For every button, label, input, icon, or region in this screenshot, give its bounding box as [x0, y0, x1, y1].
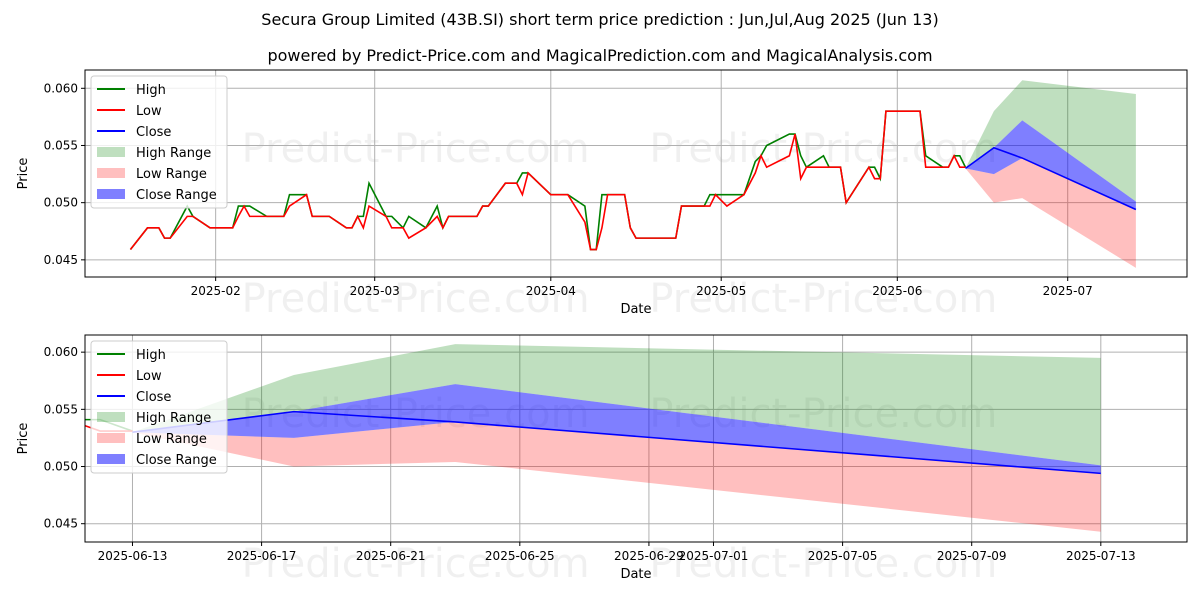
legend-label: Low Range — [136, 432, 207, 447]
legend-label: Close Range — [136, 188, 217, 203]
legend-swatch-close-range — [97, 189, 125, 199]
y-tick-label: 0.045 — [44, 517, 78, 531]
legend-swatch-high-range — [97, 147, 125, 157]
plot-frame — [84, 334, 1188, 543]
x-tick-label: 2025-07 — [1043, 284, 1093, 298]
y-tick-label: 0.060 — [44, 345, 78, 359]
legend-label: Low — [136, 104, 162, 119]
x-axis-label: Date — [620, 302, 651, 317]
x-tick-label: 2025-02 — [191, 284, 241, 298]
legend-label: High — [136, 83, 166, 98]
x-tick-label: 2025-06-17 — [227, 549, 297, 563]
panel-overview: Predict-Price.com Predict-Price.com Predic… — [16, 69, 1188, 322]
legend-label: High Range — [136, 411, 211, 426]
legend-swatch-close-range — [97, 454, 125, 464]
x-tick-label: 2025-06-25 — [485, 549, 555, 563]
chart-subtitle: powered by Predict-Price.com and Magical… — [267, 46, 933, 65]
y-axis-label: Price — [16, 423, 31, 455]
legend-label: Close Range — [136, 453, 217, 468]
high-range-area — [965, 80, 1136, 202]
watermark: Predict-Price.com — [649, 541, 997, 587]
plot-area — [129, 80, 1137, 268]
legend-label: High — [136, 348, 166, 363]
y-tick-label: 0.060 — [44, 81, 78, 95]
legend-label: High Range — [136, 146, 211, 161]
x-axis-label: Date — [620, 567, 651, 582]
chart-title: Secura Group Limited (43B.SI) short term… — [261, 10, 939, 29]
legend-swatch-high-range — [97, 412, 125, 422]
plot-frame — [84, 69, 1188, 278]
close-line — [964, 146, 1137, 211]
close-range-area — [132, 384, 1101, 474]
x-tick-label: 2025-07-13 — [1066, 549, 1136, 563]
legend-label: Low — [136, 369, 162, 384]
low-line — [129, 110, 966, 251]
legend: High Low Close High Range Low Range Close Ran… — [90, 75, 228, 209]
y-tick-label: 0.050 — [44, 460, 78, 474]
watermark: Predict-Price.com — [242, 126, 590, 172]
x-tick-label: 2025-07-05 — [808, 549, 878, 563]
x-tick-label: 2025-06-13 — [98, 549, 168, 563]
x-tick-label: 2025-05 — [696, 284, 746, 298]
legend-swatch-low-range — [97, 168, 125, 178]
legend: High Low Close High Range Low Range Close Ran… — [90, 340, 228, 474]
close-range-area — [965, 120, 1136, 210]
watermark: Predict-Price.com — [242, 541, 590, 587]
legend-swatch-low-range — [97, 433, 125, 443]
y-tick-label: 0.055 — [44, 402, 78, 416]
x-tick-label: 2025-04 — [526, 284, 576, 298]
watermark: Predict-Price.com — [649, 276, 997, 322]
high-range-area — [132, 344, 1101, 466]
low-range-area — [965, 158, 1136, 268]
watermark: Predict-Price.com — [242, 276, 590, 322]
watermark: Predict-Price.com — [649, 126, 997, 172]
x-tick-label: 2025-06 — [872, 284, 922, 298]
y-tick-label: 0.055 — [44, 138, 78, 152]
y-axis-label: Price — [16, 158, 31, 190]
legend-label: Low Range — [136, 167, 207, 182]
x-tick-label: 2025-03 — [350, 284, 400, 298]
legend-label: Close — [136, 390, 171, 405]
low-range-area — [132, 421, 1101, 532]
x-tick-label: 2025-07-01 — [679, 549, 749, 563]
legend-label: Close — [136, 125, 171, 140]
x-tick-label: 2025-07-09 — [937, 549, 1007, 563]
x-tick-label: 2025-06-21 — [356, 549, 426, 563]
y-tick-label: 0.045 — [44, 253, 78, 267]
x-tick-label: 2025-06-29 — [614, 549, 684, 563]
y-tick-label: 0.050 — [44, 196, 78, 210]
